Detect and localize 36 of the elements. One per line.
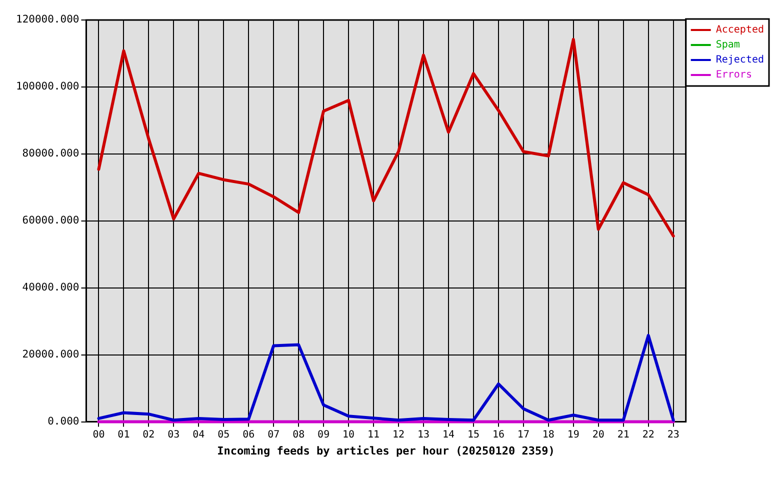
legend-label: Rejected: [716, 54, 764, 66]
x-tick-label: 07: [268, 429, 280, 440]
x-tick-label: 19: [567, 429, 580, 440]
x-tick-label: 14: [442, 429, 455, 440]
legend-label: Errors: [716, 70, 752, 81]
x-tick-label: 16: [492, 429, 504, 440]
y-tick-label: 20000.000: [22, 348, 80, 361]
x-tick-label: 01: [118, 429, 130, 440]
x-tick-label: 09: [318, 429, 330, 440]
x-tick-label: 20: [592, 429, 604, 440]
x-tick-label: 11: [368, 429, 380, 440]
y-tick-label: 40000.000: [22, 282, 80, 294]
x-tick-label: 08: [292, 429, 305, 440]
x-tick-label: 18: [542, 429, 554, 440]
x-tick-label: 06: [242, 429, 255, 440]
y-tick-label: 100000.000: [16, 80, 80, 93]
x-axis-title: Incoming feeds by articles per hour (20250120 2359): [217, 444, 555, 458]
x-tick-label: 05: [218, 429, 230, 440]
x-tick-label: 12: [392, 429, 405, 440]
y-tick-label: 0.000: [48, 416, 80, 428]
x-tick-label: 21: [617, 429, 630, 440]
legend-label: Spam: [716, 40, 740, 51]
y-tick-label: 80000.000: [22, 148, 80, 160]
x-tick-label: 22: [642, 429, 654, 440]
y-tick-label: 120000.000: [16, 14, 80, 26]
x-tick-label: 23: [667, 429, 680, 440]
x-tick-label: 03: [168, 429, 180, 440]
x-tick-label: 15: [467, 429, 480, 440]
y-tick-label: 60000.000: [22, 214, 80, 227]
legend-label: Accepted: [716, 24, 764, 36]
x-tick-label: 00: [92, 429, 105, 440]
x-tick-label: 04: [192, 429, 205, 440]
x-tick-label: 10: [342, 429, 355, 440]
x-tick-label: 17: [517, 429, 530, 440]
x-tick-label: 13: [417, 429, 430, 440]
x-tick-label: 02: [142, 429, 155, 440]
